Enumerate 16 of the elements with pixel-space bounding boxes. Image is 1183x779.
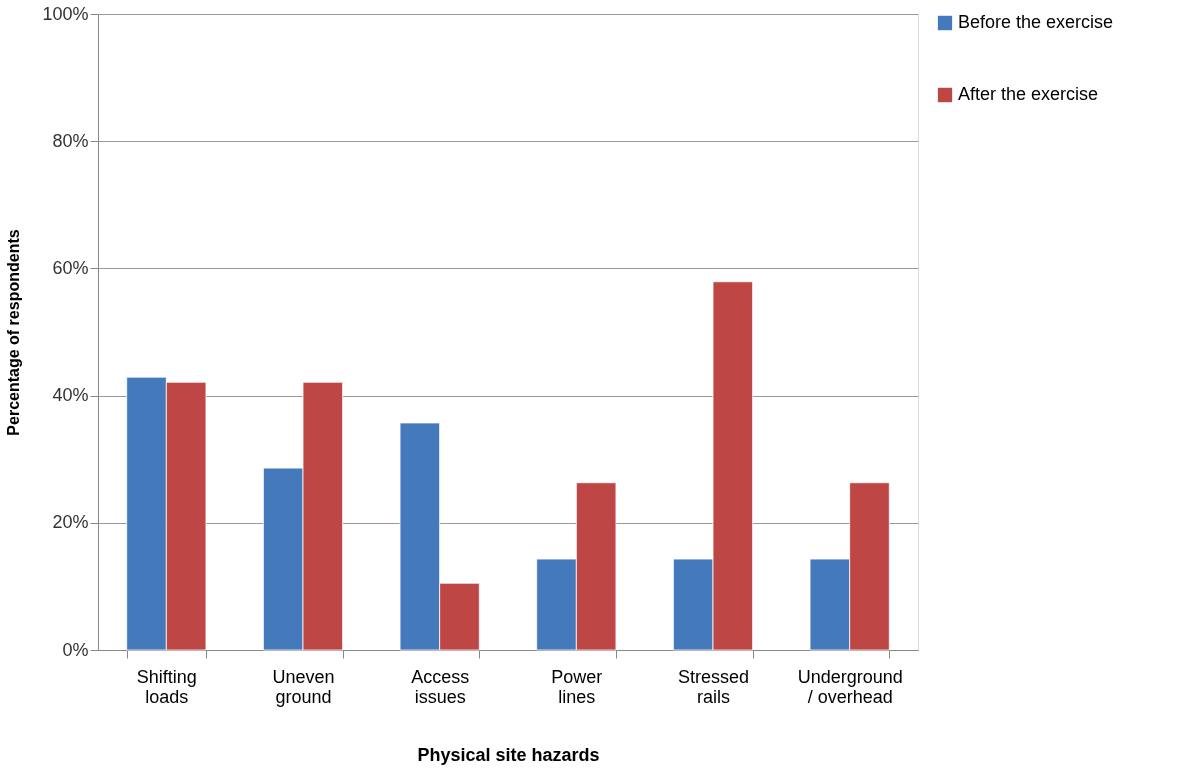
legend-label: Before the exercise: [958, 12, 1114, 32]
y-tick-label: 100%: [42, 3, 89, 24]
x-tick-label: Uneven ground: [272, 666, 335, 707]
x-tick-label: Shifting loads: [136, 666, 197, 707]
y-axis-title: Percentage of respondents: [5, 229, 23, 436]
x-tick-label: Underground / overhead: [797, 666, 903, 707]
y-tick-label: 60%: [52, 257, 89, 278]
y-tick-label: 40%: [52, 385, 89, 406]
x-tick-label: Access issues: [411, 666, 470, 707]
y-tick-label: 20%: [52, 512, 89, 533]
x-tick-label: Power lines: [551, 666, 603, 707]
legend-label: After the exercise: [958, 84, 1099, 104]
x-axis-title: Physical site hazards: [417, 744, 600, 765]
y-tick-label: 80%: [52, 130, 89, 151]
y-tick-label: 0%: [62, 639, 89, 660]
x-tick-label: Stressed rails: [677, 666, 750, 707]
